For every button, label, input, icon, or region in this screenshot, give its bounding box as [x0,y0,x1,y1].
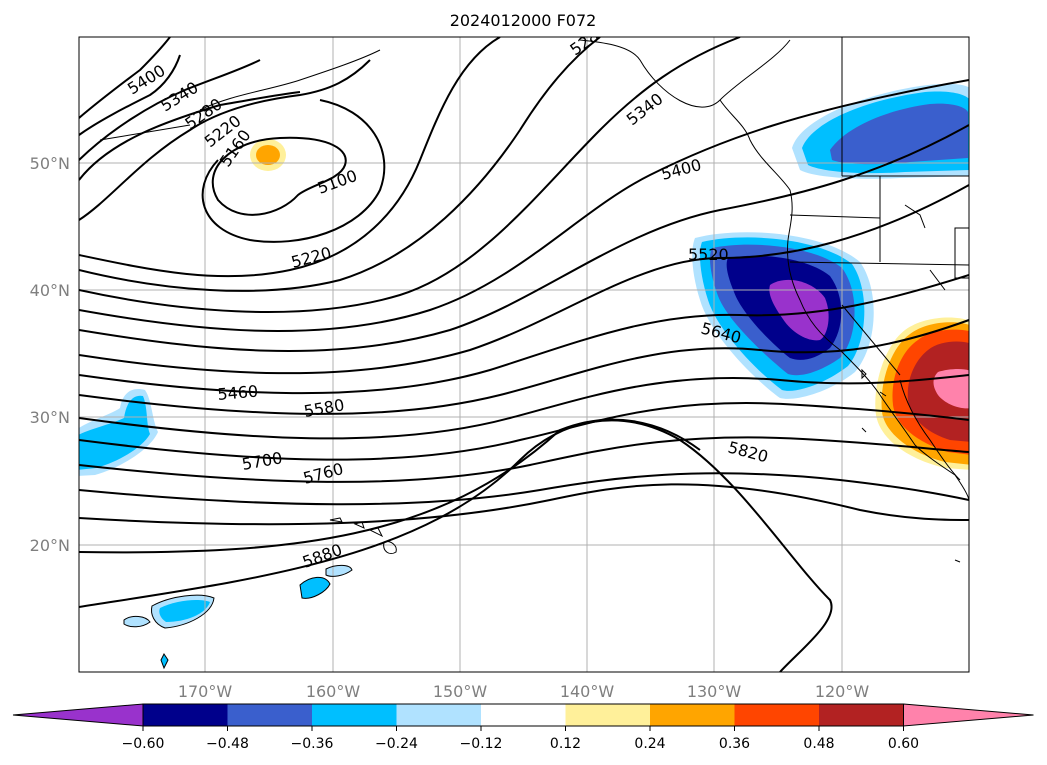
colorbar-tick-label: 0.36 [719,736,750,752]
colorbar-swatch [819,704,904,726]
lon-label: 170°W [178,682,233,701]
lat-labels: 50°N 40°N 30°N 20°N [30,154,70,555]
colorbar-swatch [481,704,566,726]
shade-hi-4 [159,600,210,622]
colorbar-tick-label: −0.24 [375,736,418,752]
colorbar-tick-label: −0.36 [291,736,334,752]
contour-5520 [79,184,969,375]
map-frame [78,36,970,673]
lon-label: 160°W [306,682,361,701]
contour-5340b [79,37,741,313]
lon-label: 150°W [433,682,488,701]
contour-5160b [201,99,386,243]
contour-label: 5400 [659,155,703,184]
shade-hi-1 [300,577,330,599]
shade-west-inner [79,395,150,470]
contour-label: 5700 [240,448,283,474]
contour-5400b [79,79,969,332]
contour-5700 [79,402,969,461]
lat-label: 40°N [30,281,70,300]
contour-5760b [79,472,969,506]
contour-label: 5460 [217,382,259,404]
contour-5880 [79,419,833,672]
colorbar-swatch [734,704,819,726]
lon-label: 120°W [815,682,870,701]
shade-goa-orange [256,145,280,165]
shade-pnw-inner [830,103,968,165]
lat-label: 50°N [30,154,70,173]
contour-5820 [79,483,969,526]
colorbar-swatch [312,704,397,726]
shade-cal-purple [769,279,829,341]
contour-5460 [79,124,969,352]
contour-5760 [79,436,969,483]
colorbar-tick-label: −0.12 [460,736,503,752]
lon-labels: 170°W 160°W 150°W 140°W 130°W 120°W [178,682,870,701]
contour-label: 5340 [623,89,667,129]
shade-hi-5 [124,616,150,627]
coastlines [99,37,969,670]
contour-label: 5820 [726,438,770,467]
map-title: 2024012000 F072 [450,11,597,30]
contour-5280 [79,59,261,161]
contour-5820b [79,418,701,554]
contour-label: 5520 [688,245,729,264]
colorbar-tick-label: −0.48 [206,736,249,752]
contour-labels: 5400 5340 5280 5220 5160 5100 5220 5280 … [124,37,770,572]
lat-label: 30°N [30,408,70,427]
colorbar-tick-label: −0.60 [122,736,165,752]
contour-5400 [79,37,171,119]
colorbar-outline [142,703,904,727]
contour-5640b [79,374,969,440]
lon-label: 140°W [560,682,615,701]
colorbar-extend-low [12,703,144,727]
contour-5280b [79,37,601,292]
contour-5640 [79,319,969,415]
colorbar-tick-label: 0.60 [888,736,919,752]
colorbar-extend-high [903,703,1034,727]
colorbar-tick-label: 0.24 [634,736,665,752]
colorbar: −0.60 −0.48 −0.36 −0.24 −0.12 0.12 0.24 0.36 0.4… [12,703,1034,752]
colorbar-tick-label: 0.48 [803,736,834,752]
colorbar-swatch [227,704,312,726]
contour-5100 [211,136,347,216]
contour-label: 5400 [124,61,169,99]
contour-5160 [79,91,301,181]
lat-label: 20°N [30,536,70,555]
contour-5580 [79,274,969,395]
map-area: 5400 5340 5280 5220 5160 5100 5220 5280 … [79,37,969,672]
colorbar-swatch [565,704,650,726]
colorbar-swatch [650,704,735,726]
contour-5340 [79,54,181,136]
height-contours [79,37,969,672]
contour-label: 5100 [315,166,360,198]
colorbar-swatch [396,704,481,726]
shade-sw-pink [933,369,969,409]
lon-label: 130°W [687,682,742,701]
contour-5220 [79,59,371,221]
contour-label: 5760 [301,459,345,488]
colorbar-tick-label: 0.12 [550,736,581,752]
colorbar-swatch [143,704,228,726]
contour-label: 5220 [289,243,333,272]
contour-5220b [79,37,501,278]
